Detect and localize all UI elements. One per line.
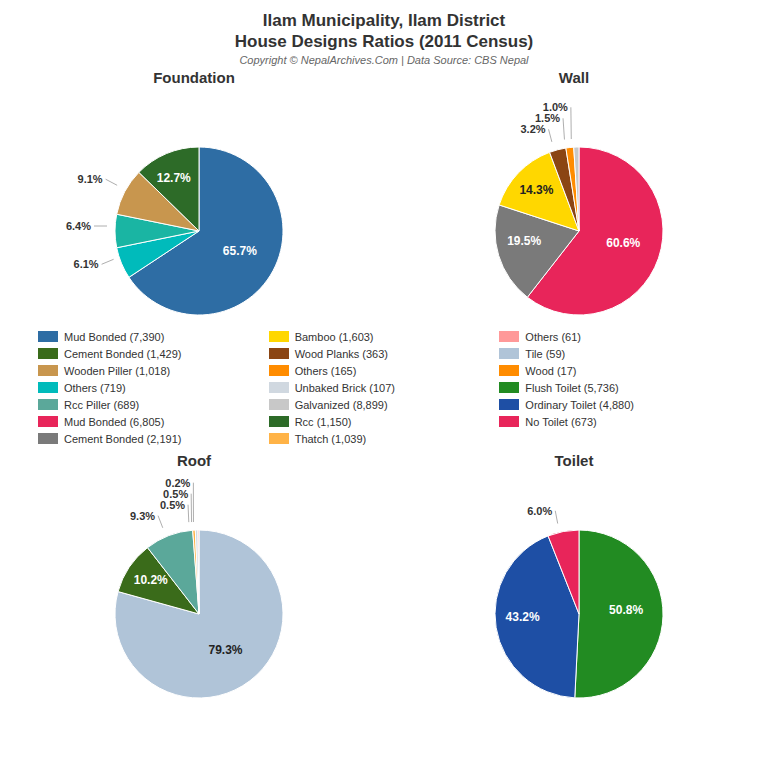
html-text:Copyright © NepalArchives.Com: Copyright © NepalArchives.Com | Data Sou… (239, 54, 529, 66)
svg-text:9.3%: 9.3% (130, 510, 155, 522)
svg-text:6.0%: 6.0% (527, 505, 552, 517)
svg-text:0.5%: 0.5% (160, 499, 185, 511)
html-text:Others (165): Others (165) (294, 364, 357, 377)
svg-text:1.5%: 1.5% (535, 112, 560, 124)
html-text:Others (719): Others (719) (64, 381, 126, 394)
html-text:Thatch (1,039): Thatch (1,039) (294, 432, 367, 445)
html-text:Toilet: Toilet (554, 452, 594, 469)
html-text:Flush Toilet (5,736): Flush Toilet (5,736) (525, 381, 619, 394)
svg-text:14.3%: 14.3% (519, 183, 553, 197)
html-text:Wood Planks (363): Wood Planks (363) (294, 347, 388, 360)
html-text:Tile (59): Tile (59) (525, 347, 566, 360)
html-text:Cement Bonded (1,429): Cement Bonded (1,429) (64, 347, 182, 360)
html-text:Rcc (1,150): Rcc (1,150) (294, 415, 352, 428)
svg-text:65.7%: 65.7% (223, 244, 257, 258)
svg-text:1.0%: 1.0% (543, 101, 568, 113)
html-text:Others (61): Others (61) (525, 330, 581, 343)
svg-text:19.5%: 19.5% (507, 234, 541, 248)
svg-text:10.2%: 10.2% (134, 573, 168, 587)
html-text:Ilam Municipality, Ilam Distri: Ilam Municipality, Ilam District (262, 11, 506, 30)
svg-text:6.4%: 6.4% (66, 220, 91, 232)
html-text:Rcc Piller (689): Rcc Piller (689) (64, 398, 140, 411)
svg-text:12.7%: 12.7% (157, 171, 191, 185)
svg-text:9.1%: 9.1% (78, 173, 103, 185)
html-text:Unbaked Brick (107): Unbaked Brick (107) (294, 381, 395, 394)
svg-text:0.5%: 0.5% (163, 488, 188, 500)
html-text:Roof: Roof (176, 452, 212, 469)
html-text:Bamboo (1,603): Bamboo (1,603) (294, 330, 374, 343)
html-text:Galvanized (8,899): Galvanized (8,899) (294, 398, 388, 411)
html-text:House Designs Ratios (2011 Cen: House Designs Ratios (2011 Census) (234, 32, 534, 51)
svg-text:43.2%: 43.2% (506, 610, 540, 624)
svg-text:0.2%: 0.2% (165, 477, 190, 489)
html-text:Wall: Wall (558, 69, 590, 86)
html-text:Wood (17): Wood (17) (525, 364, 577, 377)
html-text:Wooden Piller (1,018): Wooden Piller (1,018) (64, 364, 171, 377)
svg-text:3.2%: 3.2% (520, 123, 545, 135)
html-text:Ordinary Toilet (4,880): Ordinary Toilet (4,880) (525, 398, 634, 411)
svg-text:6.1%: 6.1% (74, 258, 99, 270)
svg-text:50.8%: 50.8% (609, 603, 643, 617)
html-text:Foundation: Foundation (153, 69, 235, 86)
svg-text:60.6%: 60.6% (606, 236, 640, 250)
html-text:Mud Bonded (6,805): Mud Bonded (6,805) (64, 415, 165, 428)
html-text:Cement Bonded (2,191): Cement Bonded (2,191) (64, 432, 182, 445)
html-text:No Toilet (673): No Toilet (673) (525, 415, 597, 428)
html-text:Mud Bonded (7,390): Mud Bonded (7,390) (64, 330, 165, 343)
svg-text:79.3%: 79.3% (209, 643, 243, 657)
